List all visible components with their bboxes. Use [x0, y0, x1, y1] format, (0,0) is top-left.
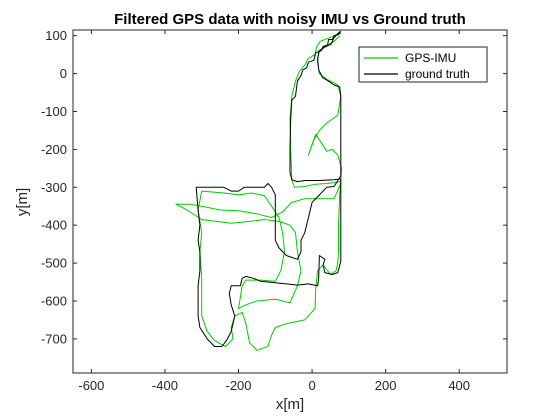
plot-area: -600 -400 -200 0 200 400 100 0 -100 -200 -300 -400 -… — [41, 28, 507, 393]
x-tick-label: 400 — [448, 378, 470, 393]
legend: GPS-IMU ground truth — [359, 47, 487, 82]
y-tick-label: 100 — [45, 28, 67, 43]
y-tick-label: -100 — [41, 104, 67, 119]
chart-title: Filtered GPS data with noisy IMU vs Grou… — [114, 11, 466, 28]
y-tick-label: 0 — [60, 66, 67, 81]
y-tick-label: -400 — [41, 218, 67, 233]
x-tick-label: -200 — [225, 378, 251, 393]
legend-label-ground-truth: ground truth — [405, 67, 470, 81]
x-axis-label: x[m] — [276, 396, 304, 413]
x-tick-label: 200 — [375, 378, 397, 393]
x-tick-label: -600 — [78, 378, 104, 393]
y-tick-label: -600 — [41, 293, 67, 308]
legend-label-gps-imu: GPS-IMU — [405, 51, 456, 65]
y-tick-label: -700 — [41, 331, 67, 346]
y-tick-label: -500 — [41, 256, 67, 271]
x-tick-label: 0 — [308, 378, 315, 393]
y-tick-label: -200 — [41, 142, 67, 157]
y-axis-label: y[m] — [14, 188, 31, 216]
x-tick-label: -400 — [152, 378, 178, 393]
y-tick-label: -300 — [41, 180, 67, 195]
